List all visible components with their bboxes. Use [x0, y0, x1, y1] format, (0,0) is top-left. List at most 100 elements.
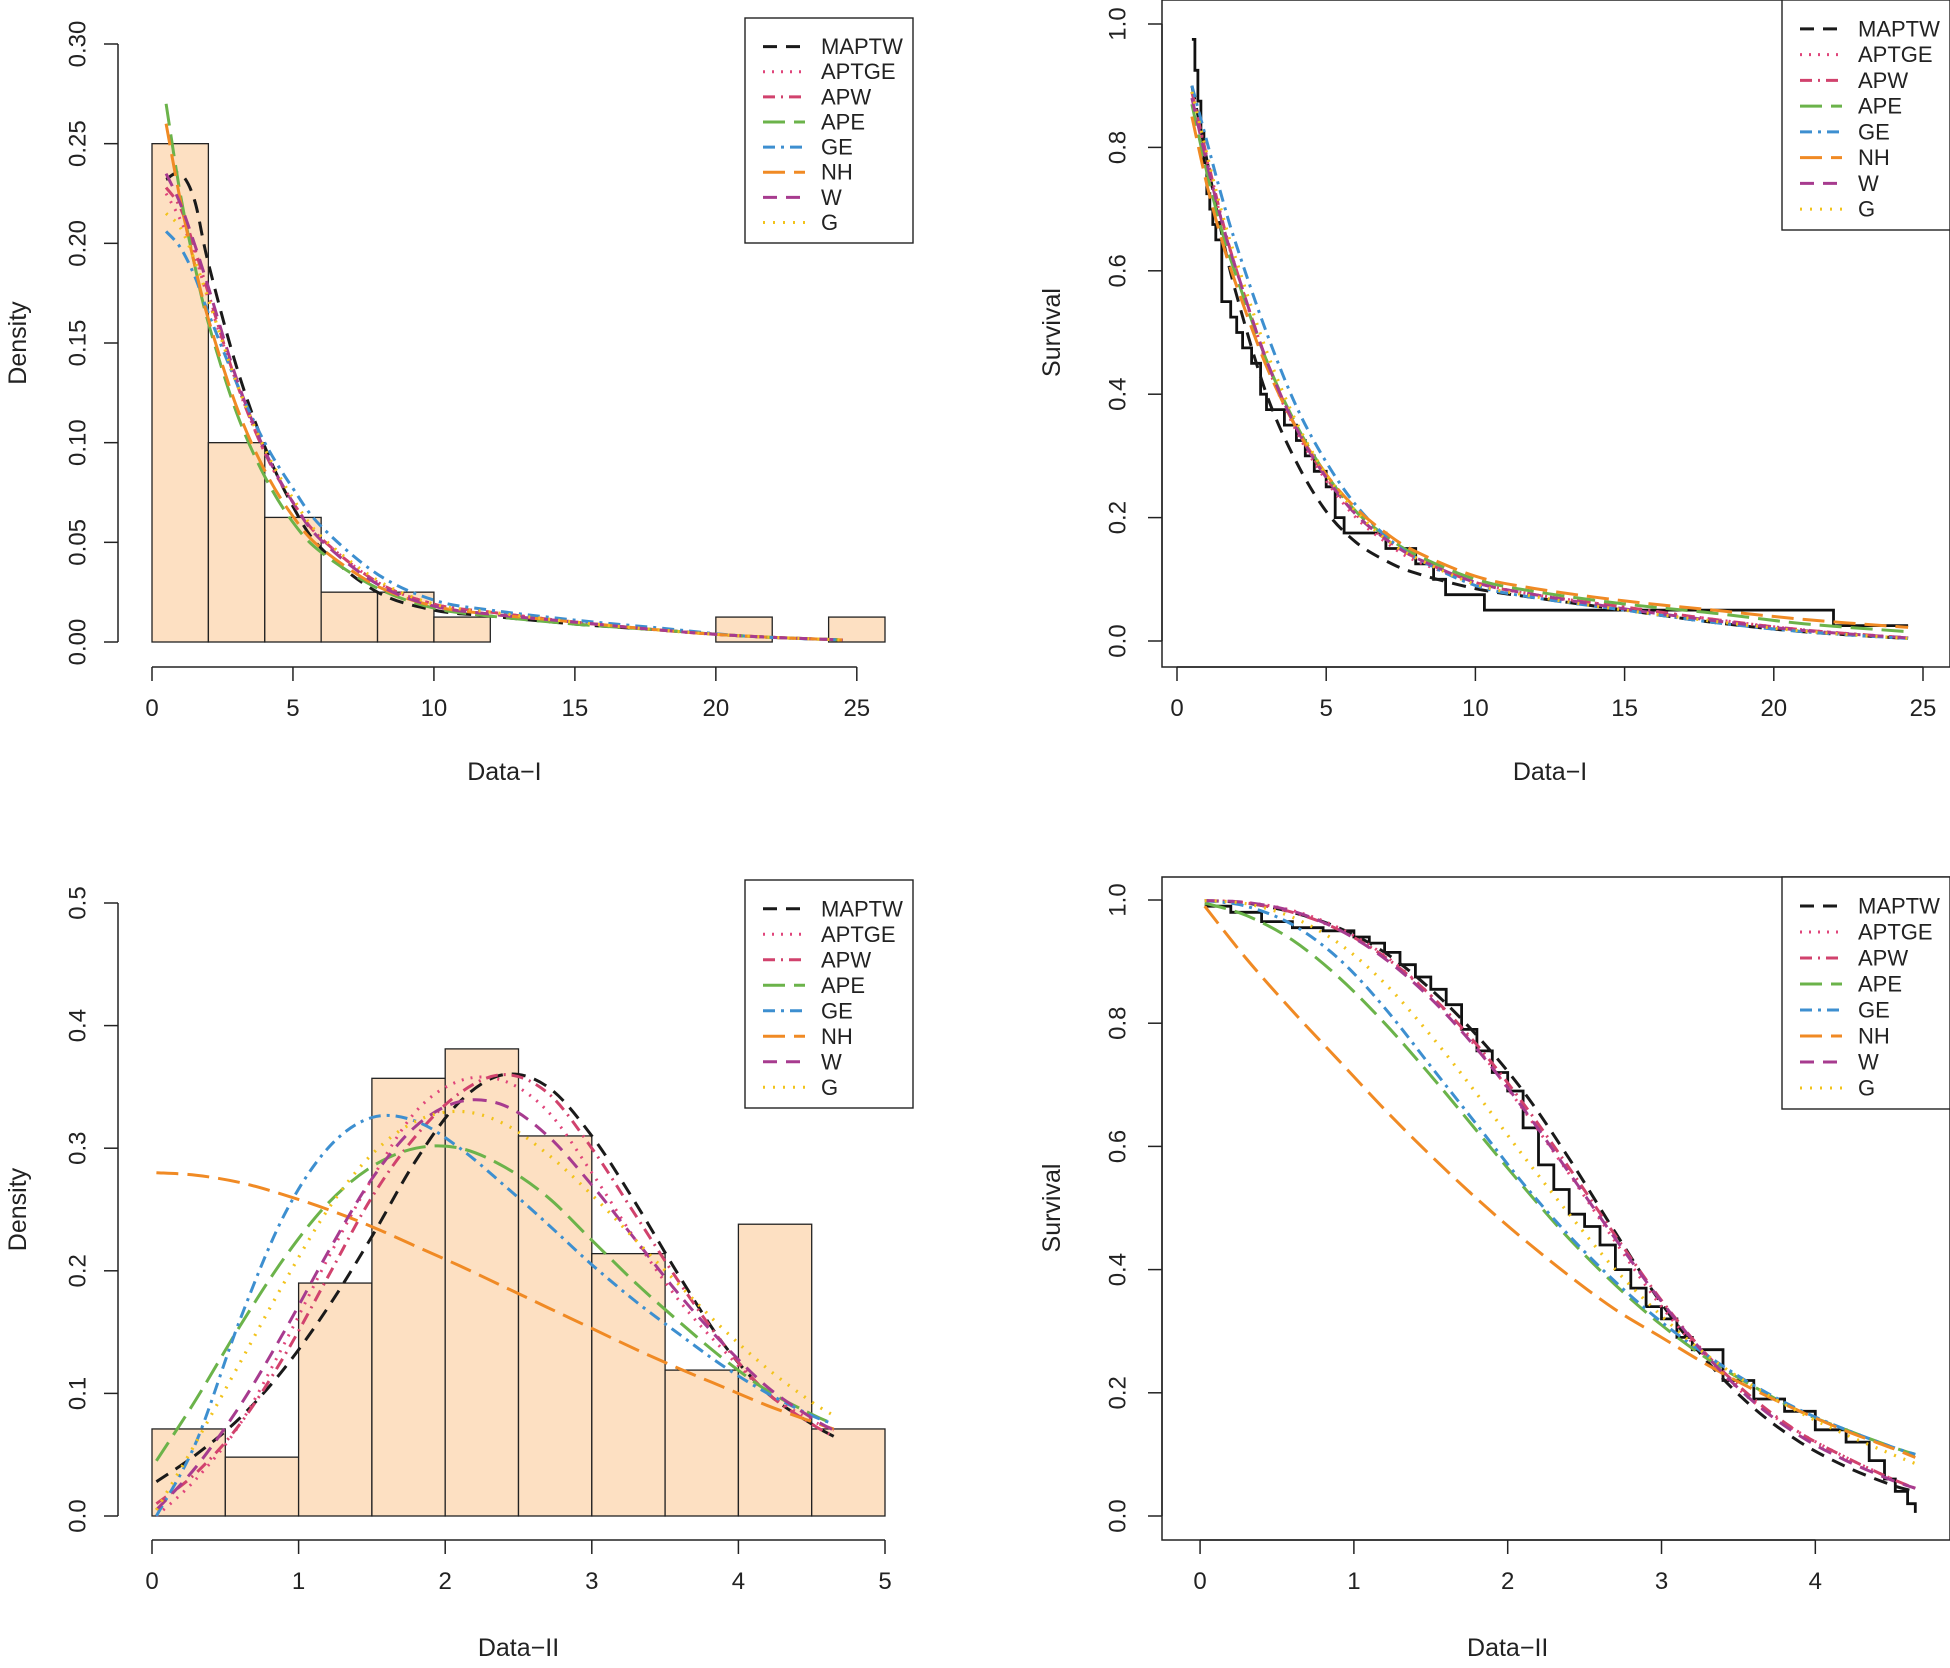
series-apw-curve	[1190, 91, 1909, 640]
legend-label-apw: APW	[1858, 946, 1908, 971]
legend-label-maptw: MAPTW	[1858, 894, 1940, 919]
legend-label-aptge: APTGE	[1858, 42, 1933, 67]
y-tick-label: 0.0	[1105, 1499, 1132, 1532]
legend-label-ge: GE	[821, 998, 853, 1023]
legend-label-w: W	[1858, 1050, 1879, 1075]
legend-label-w: W	[1858, 171, 1879, 196]
histogram-bar	[433, 616, 491, 643]
y-axis-title: Density	[4, 1167, 32, 1251]
legend-label-g: G	[821, 1075, 838, 1100]
series-nh-curve	[156, 1171, 835, 1431]
series-w-curve	[164, 172, 843, 642]
x-tick-label: 0	[145, 1568, 158, 1595]
empirical-survival-step	[1204, 904, 1917, 1513]
y-tick-label: 0.10	[65, 419, 92, 466]
y-tick-label: 0.2	[65, 1254, 92, 1287]
series-ge-curve	[1190, 85, 1909, 640]
y-tick-label: 0.2	[1105, 501, 1132, 534]
y-tick-label: 0.00	[65, 619, 92, 666]
legend-label-aptge: APTGE	[1858, 920, 1933, 945]
legend-label-ape: APE	[821, 973, 865, 998]
x-tick-label: 25	[843, 695, 870, 722]
y-tick-label: 1.0	[1105, 7, 1132, 40]
y-tick-label: 0.6	[1105, 1130, 1132, 1163]
series-apw-curve	[164, 186, 843, 642]
legend-label-apw: APW	[821, 947, 871, 972]
x-tick-label: 3	[1655, 1568, 1668, 1595]
x-tick-label: 1	[292, 1568, 305, 1595]
panel-survival-data-ii: 0 1 2 3 4 Data−II 0.0 0.2 0.4 0.6 0.8 1.0 Survival MA…	[1038, 876, 1950, 1662]
y-tick-label: 0.8	[1105, 131, 1132, 164]
series-ape-curve	[155, 1144, 835, 1462]
series-maptw-curve	[1204, 899, 1916, 1493]
y-tick-label: 0.8	[1105, 1007, 1132, 1040]
y-tick-label: 0.25	[65, 120, 92, 167]
x-tick-label: 0	[1193, 1568, 1206, 1595]
x-axis-title: Data−II	[1467, 1634, 1548, 1662]
y-tick-label: 0.1	[65, 1377, 92, 1410]
legend-label-ge: GE	[1858, 998, 1890, 1023]
x-tick-label: 4	[732, 1568, 745, 1595]
series-ge-curve	[164, 230, 843, 642]
histogram-bar	[827, 616, 886, 643]
panel-density-data-ii: 0 1 2 3 4 5 Data−II 0.0 0.1 0.2 0.3 0.4 0.5 Density MA…	[4, 879, 914, 1662]
histogram-bar	[737, 1223, 813, 1517]
legend-label-ge: GE	[821, 135, 853, 160]
y-tick-label: 0.6	[1105, 254, 1132, 287]
x-axis-title: Data−II	[478, 1634, 559, 1662]
x-tick-label: 1	[1347, 1568, 1360, 1595]
series-ape-curve	[1204, 901, 1916, 1456]
histogram-bar	[444, 1048, 520, 1517]
series-w-curve	[155, 1098, 835, 1511]
x-tick-label: 4	[1809, 1568, 1822, 1595]
legend-label-nh: NH	[1858, 1024, 1890, 1049]
histogram-bar	[591, 1252, 666, 1517]
histogram-bar	[207, 442, 266, 643]
y-tick-label: 0.5	[65, 886, 92, 919]
x-tick-label: 3	[585, 1568, 598, 1595]
legend-label-maptw: MAPTW	[1858, 16, 1940, 41]
x-tick-label: 5	[1320, 695, 1333, 722]
legend-box	[744, 879, 914, 1109]
y-tick-label: 0.4	[65, 1009, 92, 1042]
legend-box	[1781, 0, 1950, 231]
y-tick-label: 0.20	[65, 220, 92, 267]
histogram-bar	[664, 1369, 740, 1517]
series-nh-curve	[164, 123, 843, 642]
histogram-bar	[264, 516, 322, 643]
legend-box	[1781, 876, 1950, 1110]
legend-label-ge: GE	[1858, 119, 1890, 144]
y-tick-label: 0.4	[1105, 378, 1132, 411]
series-nh-curve	[1203, 905, 1916, 1459]
x-tick-label: 20	[1760, 695, 1787, 722]
legend-label-nh: NH	[1858, 145, 1890, 170]
y-axis-title: Survival	[1038, 1164, 1066, 1253]
legend-label-ape: APE	[1858, 972, 1902, 997]
histogram-bar	[811, 1428, 886, 1517]
legend-label-maptw: MAPTW	[821, 34, 903, 59]
x-tick-label: 2	[439, 1568, 452, 1595]
series-aptge-curve	[155, 1075, 835, 1518]
y-tick-label: 0.3	[65, 1132, 92, 1165]
series-w-curve	[1204, 899, 1916, 1490]
histogram-bar	[376, 591, 435, 643]
legend-label-maptw: MAPTW	[821, 896, 903, 921]
legend-label-nh: NH	[821, 160, 853, 185]
series-maptw-curve	[1190, 85, 1909, 640]
y-tick-label: 0.4	[1105, 1253, 1132, 1286]
histogram-bar	[517, 1135, 593, 1517]
x-tick-label: 20	[702, 695, 729, 722]
series-apw-curve	[155, 1073, 835, 1505]
x-tick-label: 5	[286, 695, 299, 722]
series-apw-curve	[1204, 899, 1916, 1490]
legend-label-apw: APW	[1858, 68, 1908, 93]
histogram-bar	[297, 1282, 373, 1517]
x-tick-label: 0	[145, 695, 158, 722]
x-tick-label: 0	[1170, 695, 1183, 722]
series-ge-curve	[155, 1113, 835, 1517]
histogram-bar	[224, 1456, 300, 1517]
